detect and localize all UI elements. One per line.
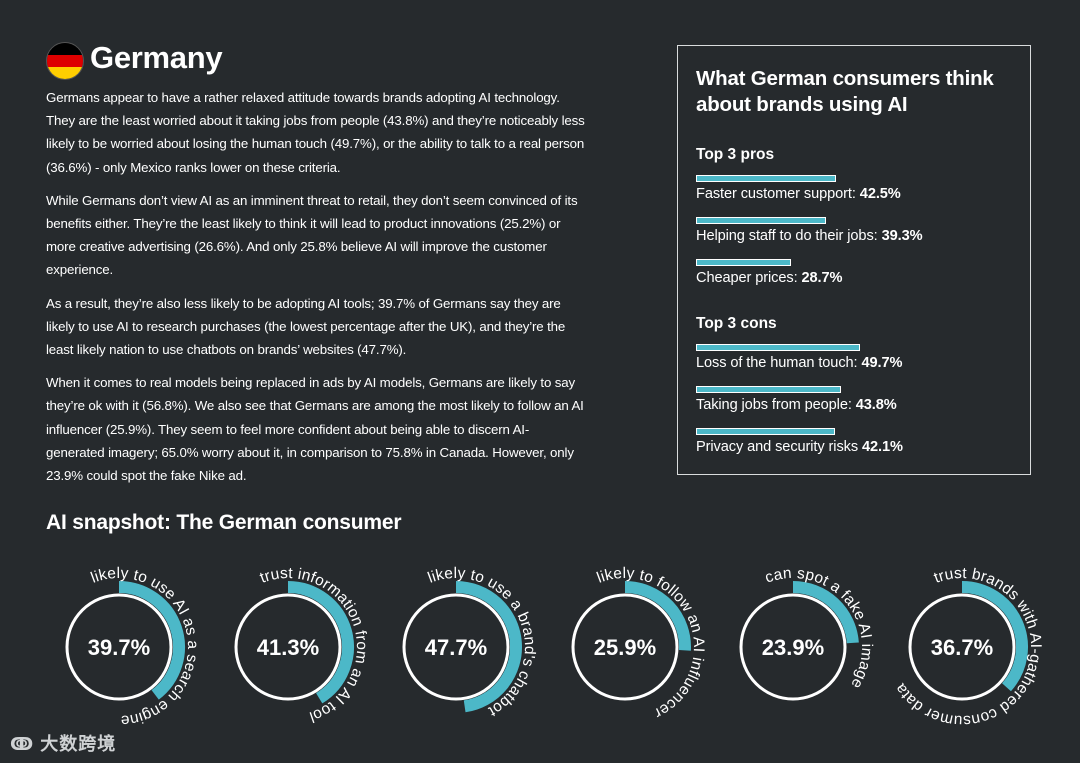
gauge-value: 39.7% (88, 635, 150, 660)
con-item-3: Privacy and security risks 42.1% (696, 428, 1016, 455)
gauge-value: 25.9% (594, 635, 656, 660)
pro-item-3: Cheaper prices: 28.7% (696, 259, 1016, 286)
con-bar-2 (696, 386, 841, 393)
con-value-2: 43.8% (855, 397, 897, 413)
gauge-caption-text: can spot a fake AI image (763, 565, 875, 692)
cons-heading: Top 3 cons (696, 315, 777, 332)
gauge-value: 41.3% (257, 635, 319, 660)
snapshot-gauge-1: likely to use AI as a search engine 39.7% (34, 560, 204, 730)
con-value-1: 49.7% (861, 355, 903, 371)
snapshot-gauge-2: trust information from an AI tool 41.3% (203, 560, 373, 730)
gauge-circle (402, 593, 510, 701)
logo-text: 大数跨境 (40, 734, 117, 754)
gauge-arc (624, 581, 691, 651)
gauge-arc (287, 581, 354, 704)
page-title: Germany (90, 40, 223, 75)
pro-bar-2 (696, 217, 826, 224)
con-label-1: Loss of the human touch: (696, 355, 858, 371)
pro-bar-3 (696, 259, 791, 266)
intro-paragraph-1: Germans appear to have a rather relaxed … (46, 90, 585, 175)
con-bar-1 (696, 344, 860, 351)
germany-flag-icon (46, 42, 84, 80)
con-item-2: Taking jobs from people: 43.8% (696, 386, 1016, 413)
pro-label-2: Helping staff to do their jobs: (696, 228, 878, 244)
snapshot-gauge-5: can spot a fake AI image 23.9% (708, 560, 878, 730)
con-value-3: 42.1% (862, 439, 903, 455)
snapshot-title: AI snapshot: The German consumer (46, 511, 402, 534)
flag-stripe-black (47, 43, 83, 55)
consumer-opinions-box: What German consumers think about brands… (677, 45, 1031, 475)
gauge-arc (961, 581, 1028, 692)
gauge-value: 36.7% (931, 635, 993, 660)
snapshot-gauge-4: likely to follow an AI influencer 25.9% (540, 560, 710, 730)
con-item-1: Loss of the human touch: 49.7% (696, 344, 1016, 371)
intro-paragraph-3: As a result, they’re also less likely to… (46, 295, 566, 358)
snapshot-gauge-6: trust brands with AI-gathered consumer d… (877, 560, 1047, 730)
pro-bar-1 (696, 175, 837, 182)
pro-item-2: Helping staff to do their jobs: 39.3% (696, 217, 1016, 244)
pro-item-1: Faster customer support: 42.5% (696, 175, 1016, 202)
pro-label-3: Cheaper prices: (696, 270, 798, 286)
gauge-circle (908, 593, 1016, 701)
gauge-svg: trust brands with AI-gathered consumer d… (892, 565, 1044, 729)
snapshot-gauge-3: likely to use a brand's chatbot 47.7% (371, 560, 541, 730)
con-bar-3 (696, 428, 835, 435)
intro-paragraph-4: When it comes to real models being repla… (46, 375, 584, 484)
gauge-circle (234, 593, 342, 701)
gauge-caption: can spot a fake AI image (763, 565, 875, 692)
gauge-arc (118, 581, 185, 700)
logo-mark-icon: ↂ (10, 734, 35, 754)
flag-stripe-gold (47, 67, 83, 79)
gauge-arc (792, 581, 859, 644)
box-title: What German consumers think about brands… (696, 67, 994, 116)
flag-stripe-red (47, 55, 83, 67)
intro-text: Germans appear to have a rather relaxed … (46, 86, 586, 497)
footer-logo: ↂ 大数跨境 (10, 730, 116, 756)
con-label-3: Privacy and security risks (696, 439, 859, 455)
gauge-circle (571, 593, 679, 701)
gauge-circle (65, 593, 173, 701)
pro-value-1: 42.5% (859, 186, 901, 202)
intro-paragraph-2: While Germans don’t view AI as an immine… (46, 192, 578, 278)
gauge-circle (739, 593, 847, 701)
gauge-arc (455, 581, 522, 713)
gauge-value: 23.9% (762, 635, 824, 660)
con-label-2: Taking jobs from people: (696, 397, 852, 413)
pro-value-2: 39.3% (881, 228, 923, 244)
pros-heading: Top 3 pros (696, 146, 775, 163)
pro-value-3: 28.7% (801, 270, 843, 286)
gauge-value: 47.7% (425, 635, 487, 660)
pro-label-1: Faster customer support: (696, 186, 856, 202)
